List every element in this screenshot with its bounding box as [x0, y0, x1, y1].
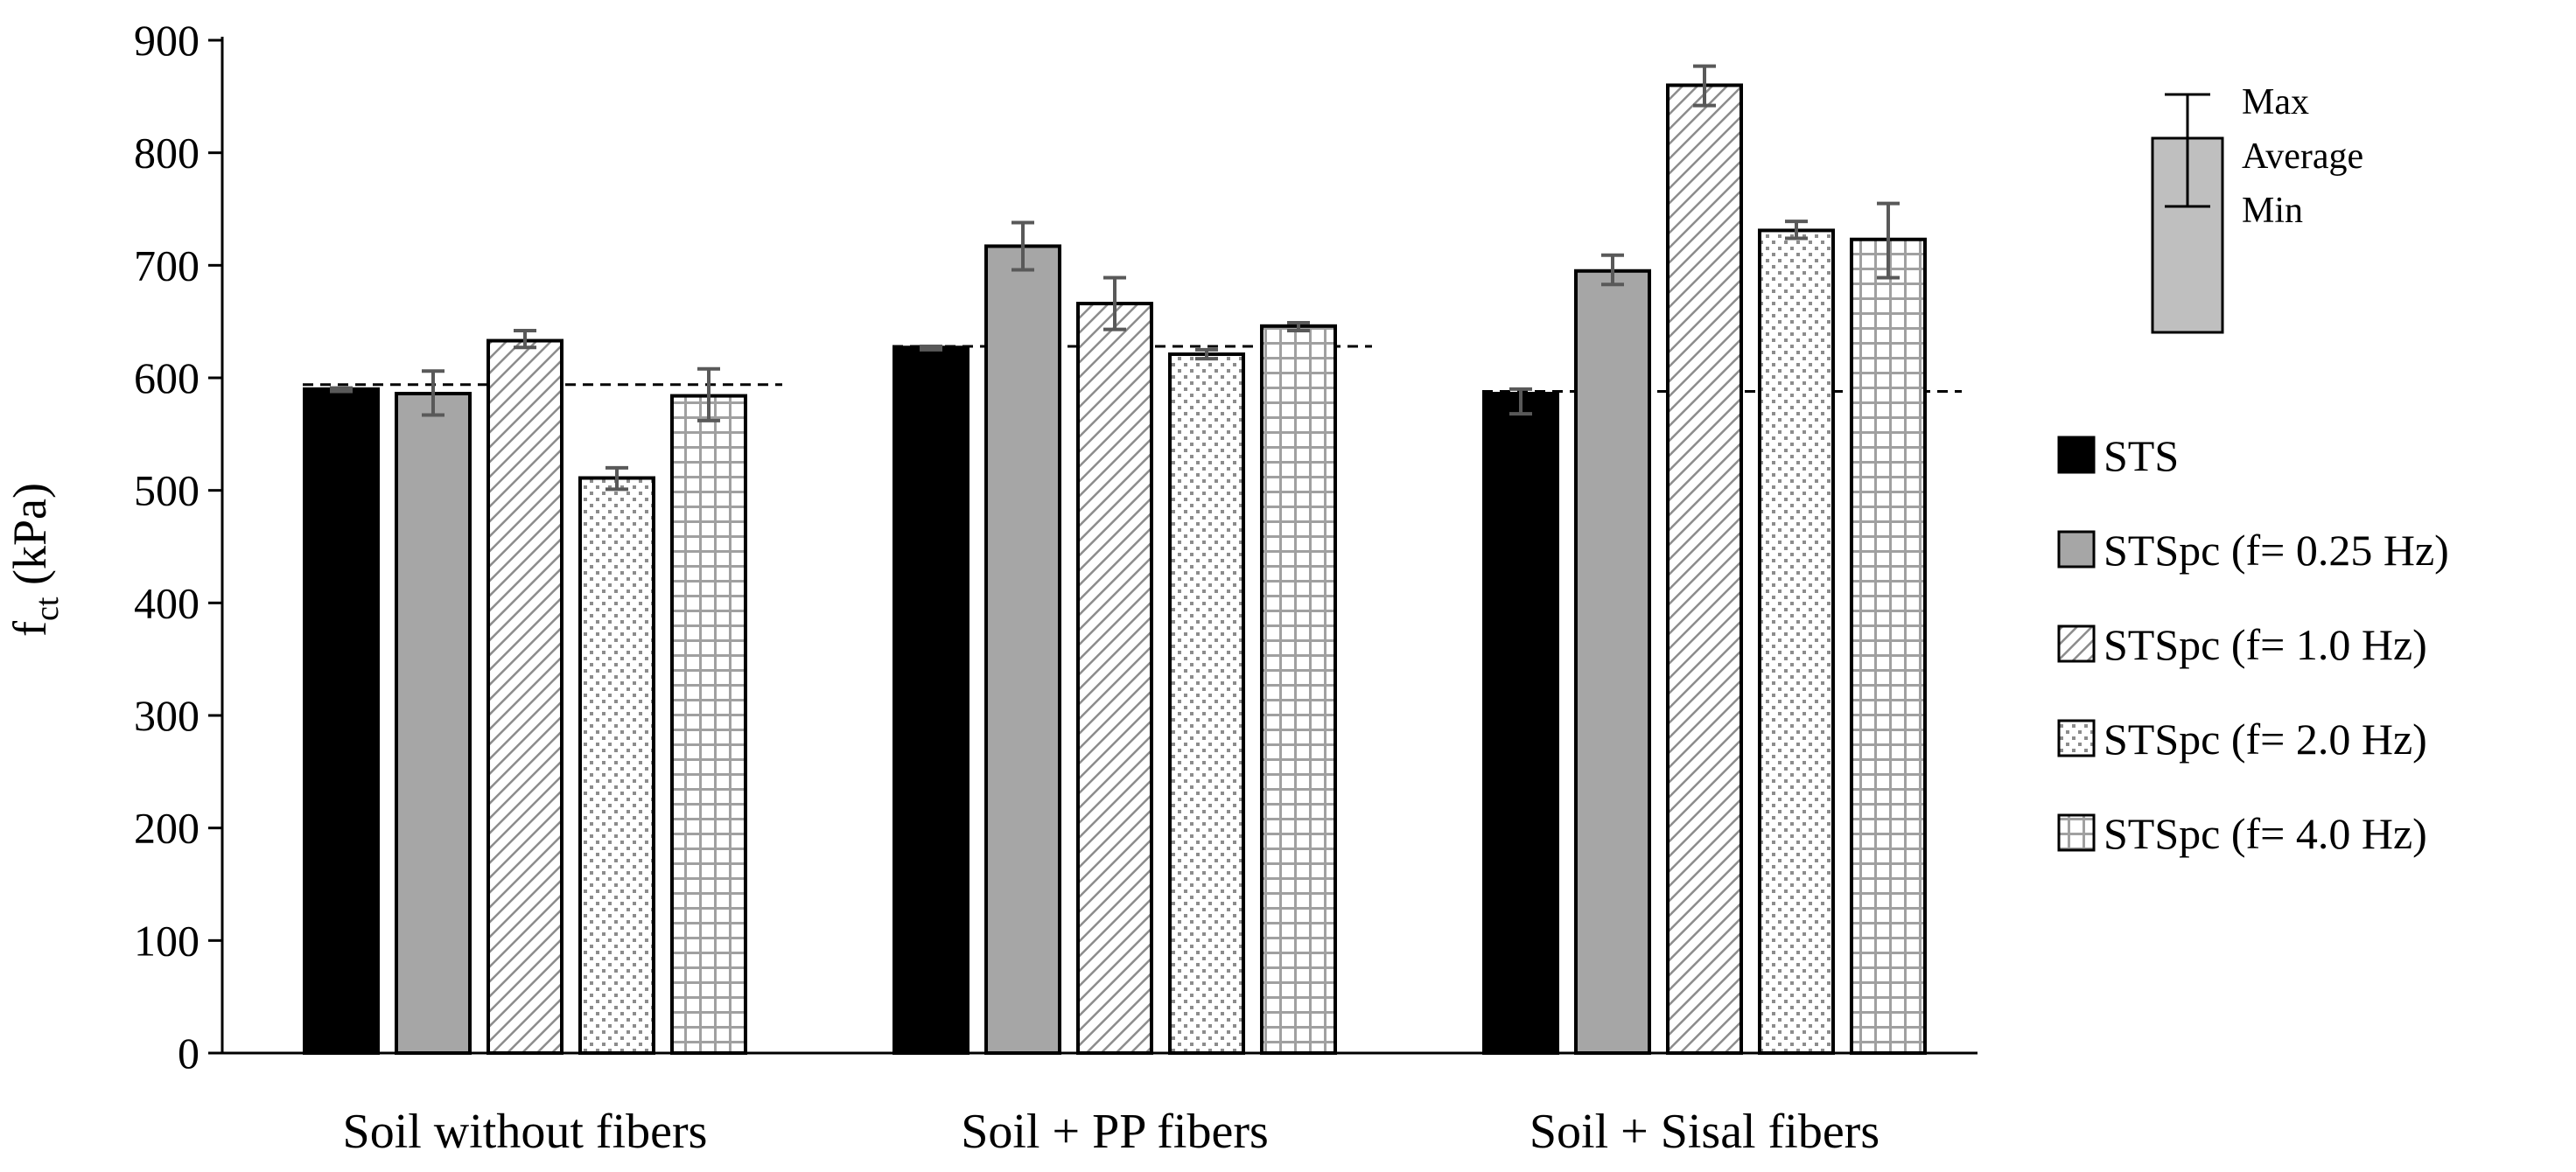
legend: STS STSpc (f= 0.25 Hz) STSpc (f= 1.0 Hz) ST… [2057, 431, 2449, 858]
bar [1168, 352, 1245, 1056]
key-min-label: Min [2242, 191, 2303, 231]
legend-label: STS [2104, 431, 2179, 480]
y-tick-label: 700 [134, 241, 200, 290]
bar [1574, 269, 1651, 1055]
y-tick-label: 300 [134, 691, 200, 740]
error-bars [330, 64, 1900, 492]
bar [1758, 228, 1835, 1055]
y-tick-label: 800 [134, 129, 200, 178]
category-labels: Soil without fibers Soil + PP fibers Soil … [343, 1105, 1880, 1159]
bar [395, 392, 472, 1056]
reference-lines [303, 345, 1962, 393]
bars [303, 83, 1927, 1056]
legend-label: STSpc (f= 2.0 Hz) [2104, 715, 2427, 764]
bar [1260, 324, 1337, 1055]
legend-swatch [2057, 530, 2096, 569]
legend-label: STSpc (f= 0.25 Hz) [2104, 526, 2449, 575]
y-tick-label: 200 [134, 804, 200, 853]
bar [578, 476, 655, 1055]
bar [1076, 302, 1153, 1055]
legend-label: STSpc (f= 1.0 Hz) [2104, 620, 2427, 669]
bar [486, 338, 564, 1056]
legend-swatch [2057, 813, 2096, 852]
y-tick-label: 500 [134, 466, 200, 515]
y-tick-label: 400 [134, 578, 200, 627]
y-axis-title: fct (kPa) [4, 483, 66, 637]
bar [1482, 392, 1559, 1056]
bar [984, 244, 1061, 1055]
legend-swatch [2057, 624, 2096, 663]
bar [670, 394, 747, 1055]
bar [892, 345, 970, 1055]
category-label: Soil without fibers [343, 1105, 708, 1159]
bar [1666, 83, 1743, 1055]
key-max-label: Max [2242, 82, 2309, 122]
legend-swatch [2057, 719, 2096, 757]
category-label: Soil + Sisal fibers [1530, 1105, 1880, 1159]
y-tick-label: 0 [178, 1029, 200, 1078]
category-label: Soil + PP fibers [961, 1105, 1269, 1159]
legend-label: STSpc (f= 4.0 Hz) [2104, 809, 2427, 858]
y-tick-label: 600 [134, 353, 200, 402]
y-tick-label: 900 [134, 16, 200, 65]
y-tick-label: 100 [134, 916, 200, 965]
bar [303, 387, 380, 1056]
bar [1850, 237, 1927, 1055]
key-average-label: Average [2242, 136, 2363, 177]
legend-swatch [2057, 436, 2096, 474]
error-bar-key: Max Average Min [2151, 82, 2363, 334]
y-axis-ticks: 0 100 200 300 400 500 600 700 800 900 [134, 16, 222, 1078]
